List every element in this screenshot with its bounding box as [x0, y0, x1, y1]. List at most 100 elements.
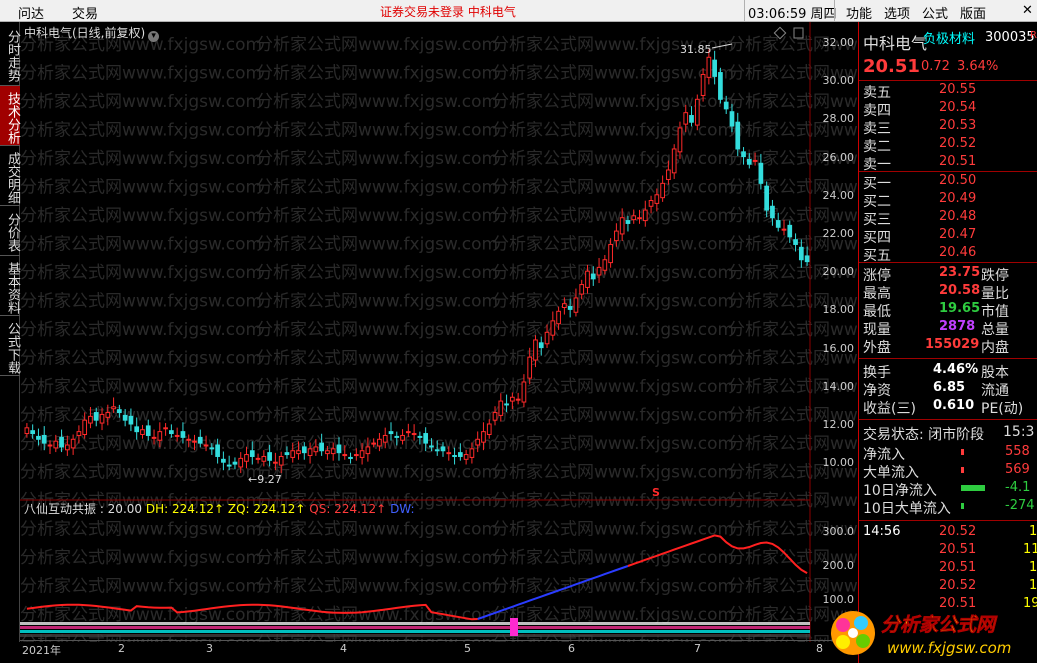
candle-body: [417, 435, 423, 438]
candle-body: [180, 431, 186, 438]
menu-layout[interactable]: 版面: [960, 7, 987, 22]
bid-price[interactable]: 20.46: [939, 245, 977, 260]
candle-body: [296, 450, 301, 455]
bid-price[interactable]: 20.50: [939, 173, 977, 188]
trade-login-notice[interactable]: 证券交易未登录 中科电气: [380, 5, 516, 19]
candle-body: [261, 455, 267, 462]
watermark-text: 分析家公式网www.fxjgsw.com: [728, 605, 858, 625]
tick-price: 20.51: [939, 542, 977, 557]
watermark-text: 分析家公式网www.fxjgsw.com: [256, 520, 498, 540]
bid-price[interactable]: 20.48: [939, 209, 977, 224]
candle-body: [169, 430, 174, 435]
watermark-text: 分析家公式网www.fxjgsw.com: [20, 121, 262, 141]
candle-body: [371, 442, 377, 445]
watermark-text: 分析家公式网www.fxjgsw.com: [256, 35, 498, 55]
candle-body: [619, 217, 625, 235]
ask-price[interactable]: 20.53: [939, 118, 977, 133]
concept-tag[interactable]: 负极材料: [923, 32, 976, 47]
menu-formula[interactable]: 公式: [922, 7, 949, 22]
tab-intraday[interactable]: 分时走势: [0, 22, 20, 86]
candle-body: [729, 111, 735, 127]
candle-body: [741, 151, 746, 158]
watermark-text: 分析家公式网www.fxjgsw.com: [256, 206, 498, 226]
watermark-text: 分析家公式网www.fxjgsw.com: [20, 320, 262, 340]
candle-body: [631, 215, 637, 221]
fin-value: 4.46%: [933, 362, 979, 377]
divider: [859, 419, 1037, 420]
high-price-marker: 31.85: [680, 43, 712, 56]
candle-body: [718, 72, 723, 100]
candle-body: [694, 98, 700, 126]
stat-label: 现量: [863, 322, 891, 338]
tab-price-table[interactable]: 分价表: [0, 206, 20, 256]
ask-price[interactable]: 20.52: [939, 136, 977, 151]
watermark-text: 分析家公式网www.fxjgsw.com: [256, 320, 498, 340]
stat-label2: 量比: [981, 286, 1009, 302]
bid-price[interactable]: 20.49: [939, 191, 977, 206]
candle-body: [209, 447, 215, 450]
close-icon[interactable]: ✕: [1022, 3, 1033, 18]
price-tick-label: 10.00: [822, 456, 855, 470]
divider: [859, 520, 1037, 521]
watermark-text: 分析家公式网www.fxjgsw.com: [492, 64, 734, 84]
candle-body: [585, 270, 590, 288]
chart-canvas: 分析家公式网www.fxjgsw.com分析家公式网www.fxjgsw.com…: [20, 22, 858, 642]
watermark-text: 分析家公式网www.fxjgsw.com: [492, 634, 734, 643]
flow-value: -274: [1005, 498, 1035, 513]
candle-body: [642, 209, 648, 222]
candle-body: [290, 450, 296, 458]
flow-bar: [961, 485, 985, 491]
kline-chart[interactable]: 分析家公式网www.fxjgsw.com 分析家公式网www.fxjgsw.com…: [20, 22, 858, 642]
menu-trade[interactable]: 交易: [72, 7, 99, 22]
tab-technical[interactable]: 技术分析: [0, 86, 20, 146]
ask-price[interactable]: 20.55: [939, 82, 977, 97]
tab-formula-download[interactable]: 公式下载: [0, 316, 20, 376]
watermark-text: 分析家公式网www.fxjgsw.com: [492, 149, 734, 169]
trade-status: 交易状态: 闭市阶段: [863, 427, 985, 443]
candle-body: [550, 320, 556, 336]
candle-body: [36, 435, 41, 440]
watermark-text: 分析家公式网www.fxjgsw.com: [728, 292, 858, 312]
candle-body: [88, 415, 93, 424]
menu-function[interactable]: 功能: [846, 7, 873, 22]
watermark-text: 分析家公式网www.fxjgsw.com: [492, 491, 734, 511]
watermark-text: 分析家公式网www.fxjgsw.com: [256, 121, 498, 141]
ask-price[interactable]: 20.51: [939, 154, 977, 169]
watermark-text: 分析家公式网www.fxjgsw.com: [492, 235, 734, 255]
separator: [744, 0, 745, 22]
menu-options[interactable]: 选项: [884, 7, 911, 22]
candle-body: [377, 438, 382, 447]
bid-price[interactable]: 20.47: [939, 227, 977, 242]
watermark-text: 分析家公式网www.fxjgsw.com: [256, 377, 498, 397]
chevron-down-icon[interactable]: ▾: [148, 31, 160, 42]
candle-body: [30, 430, 36, 435]
ask-label: 卖一: [863, 157, 891, 173]
watermark-text: 分析家公式网www.fxjgsw.com: [256, 463, 498, 483]
indicator-tick-label: 200.0: [822, 559, 855, 572]
candle-body: [770, 205, 775, 219]
watermark-text: 分析家公式网www.fxjgsw.com: [492, 292, 734, 312]
ask-price[interactable]: 20.54: [939, 100, 977, 115]
candle-body: [527, 356, 533, 379]
watermark-text: 分析家公式网www.fxjgsw.com: [20, 634, 262, 643]
tab-basic-info[interactable]: 基本资料: [0, 256, 20, 316]
candle-body: [53, 440, 59, 449]
ask-label: 卖二: [863, 139, 891, 155]
indicator-dw: DW:: [390, 502, 415, 516]
candle-body: [411, 433, 417, 436]
price-change: 0.72: [921, 59, 950, 74]
price-tick-label: 28.00: [822, 112, 855, 126]
indicator-tick-label: 100.0: [822, 593, 855, 606]
watermark-text: 分析家公式网www.fxjgsw.com: [20, 206, 262, 226]
bid-label: 买五: [863, 248, 891, 264]
candle-body: [342, 454, 348, 457]
candle-body: [804, 255, 810, 263]
menu-wenda[interactable]: 问达: [18, 7, 45, 22]
watermark-text: 分析家公式网www.fxjgsw.com: [20, 292, 262, 312]
candle-body: [319, 442, 324, 452]
tab-trade-detail[interactable]: 成交明细: [0, 146, 20, 206]
indicator-line-red: [627, 534, 808, 574]
stat-value: 2878: [939, 319, 976, 334]
candle-body: [145, 425, 151, 436]
watermark-text: 分析家公式网www.fxjgsw.com: [728, 377, 858, 397]
